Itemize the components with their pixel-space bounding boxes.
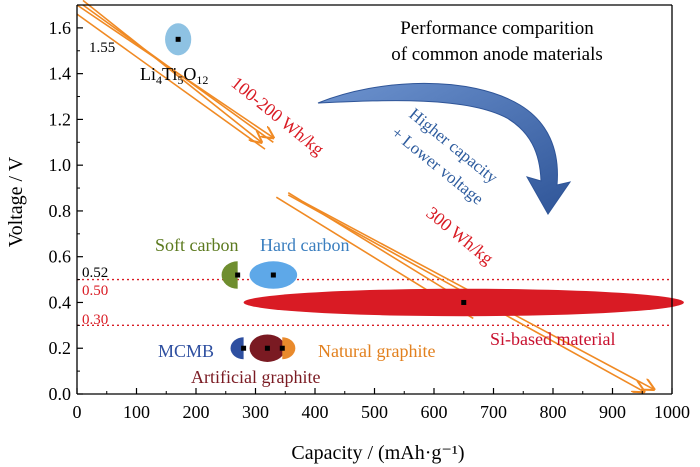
data-point-si-based-material <box>461 299 467 305</box>
material-label-soft-carbon: Soft carbon <box>155 235 238 255</box>
x-tick-label-600: 600 <box>421 402 448 422</box>
x-tick-label-500: 500 <box>361 402 388 422</box>
x-tick-label-0: 0 <box>73 402 82 422</box>
y-tick-label-1.2: 1.2 <box>49 109 72 129</box>
data-point-hard-carbon <box>270 272 276 278</box>
x-tick-label-1000: 1000 <box>654 402 690 422</box>
x-tick-label-200: 200 <box>183 402 210 422</box>
y-tick-label-1.4: 1.4 <box>49 64 72 84</box>
material-label-hard-carbon: Hard carbon <box>260 235 349 255</box>
y-tick-label-0.2: 0.2 <box>49 338 72 358</box>
energy-label-300: 300 Wh/kg <box>422 203 497 269</box>
data-point-li4ti5o12 <box>175 36 181 42</box>
annotation-0-50: 0.50 <box>82 283 108 299</box>
y-tick-label-0.6: 0.6 <box>49 247 72 267</box>
x-tick-label-400: 400 <box>302 402 329 422</box>
y-tick-label-0.0: 0.0 <box>49 384 72 404</box>
x-tick-label-300: 300 <box>242 402 269 422</box>
chart-title-line-1: Performance comparition <box>400 18 594 39</box>
higher-capacity-curved-arrow <box>317 82 572 215</box>
x-axis-label: Capacity / (mAh·g⁻¹) <box>291 442 464 464</box>
y-axis-label: Voltage / V <box>5 156 27 247</box>
material-label-natural-graphite: Natural graphite <box>318 341 435 361</box>
annotation-0-52: 0.52 <box>82 265 108 281</box>
material-region-natural-graphite <box>282 337 296 360</box>
data-point-artificial-graphite <box>264 345 270 351</box>
y-tick-label-1.0: 1.0 <box>49 155 72 175</box>
x-tick-label-100: 100 <box>123 402 150 422</box>
energy-arrow-upper-head-a <box>76 4 273 138</box>
data-point-natural-graphite <box>279 345 285 351</box>
energy-arrow-upper-head-b <box>82 0 262 142</box>
energy-arrow-upper-1 <box>76 13 266 150</box>
y-tick-label-0.4: 0.4 <box>49 292 72 312</box>
material-label-si-based-material: Si-based material <box>490 329 615 349</box>
data-point-soft-carbon <box>235 272 241 278</box>
annotation-0-30: 0.30 <box>82 312 108 328</box>
annotation-1-55: 1.55 <box>89 40 115 56</box>
material-label-li4ti5o12: Li4Ti5O12 <box>140 64 208 87</box>
x-tick-label-700: 700 <box>480 402 507 422</box>
x-tick-label-800: 800 <box>540 402 567 422</box>
y-tick-label-0.8: 0.8 <box>49 201 72 221</box>
chart-title-line-2: of common anode materials <box>391 44 603 65</box>
data-point-mcmb <box>241 345 247 351</box>
x-tick-label-900: 900 <box>599 402 626 422</box>
marks-layer: Li4Ti5O12 Soft carbon Hard carbon Si-based … <box>49 0 690 422</box>
y-tick-label-1.6: 1.6 <box>49 18 72 38</box>
material-label-mcmb: MCMB <box>158 341 214 361</box>
material-region-soft-carbon <box>221 261 238 289</box>
material-region-mcmb <box>230 337 244 360</box>
material-label-artificial-graphite: Artificial graphite <box>191 367 320 387</box>
